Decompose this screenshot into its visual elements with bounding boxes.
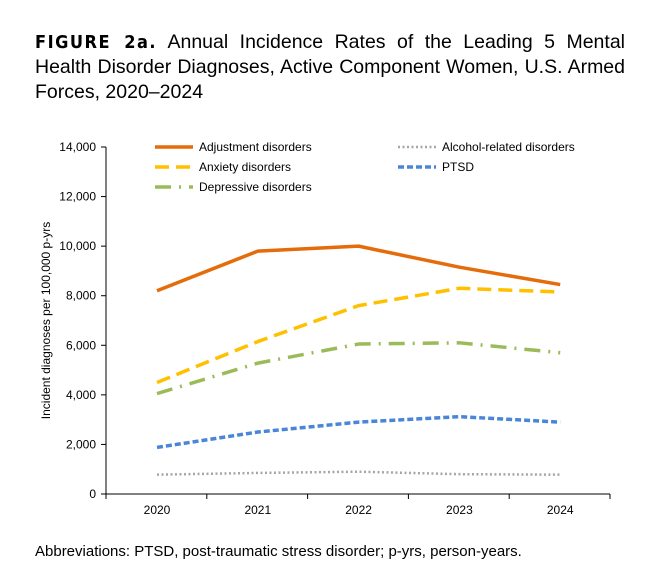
x-tick-label: 2024 xyxy=(547,503,574,517)
legend-label: Anxiety disorders xyxy=(199,160,291,174)
series-line-0 xyxy=(156,244,561,293)
y-tick-label: 2,000 xyxy=(66,437,96,451)
x-tick-label: 2023 xyxy=(446,503,473,517)
y-tick-label: 12,000 xyxy=(59,190,96,204)
figure-label: FIGURE 2a. xyxy=(35,32,158,53)
series-line-3 xyxy=(156,470,561,476)
legend-label: Alcohol-related disorders xyxy=(442,140,575,154)
x-tick-label: 2021 xyxy=(244,503,271,517)
y-tick-label: 6,000 xyxy=(66,338,96,352)
series-line-1 xyxy=(156,286,561,385)
series-line-4 xyxy=(156,414,561,450)
y-tick-label: 10,000 xyxy=(59,239,96,253)
footnote: Abbreviations: PTSD, post-traumatic stre… xyxy=(35,543,522,560)
figure-title: FIGURE 2a. Annual Incidence Rates of the… xyxy=(35,30,625,105)
legend-label: Depressive disorders xyxy=(199,180,312,194)
x-tick-label: 2020 xyxy=(144,503,171,517)
series-line-2 xyxy=(156,341,561,396)
figure-title-text: Annual Incidence Rates of the Leading 5 … xyxy=(35,31,625,103)
y-tick-label: 0 xyxy=(89,487,96,501)
y-tick-label: 4,000 xyxy=(66,388,96,402)
y-axis-label: Incident diagnoses per 100,000 p-yrs xyxy=(39,222,53,419)
legend-label: PTSD xyxy=(442,160,474,174)
x-tick-label: 2022 xyxy=(345,503,372,517)
y-tick-label: 14,000 xyxy=(59,140,96,154)
y-tick-label: 8,000 xyxy=(66,289,96,303)
legend-label: Adjustment disorders xyxy=(199,140,312,154)
